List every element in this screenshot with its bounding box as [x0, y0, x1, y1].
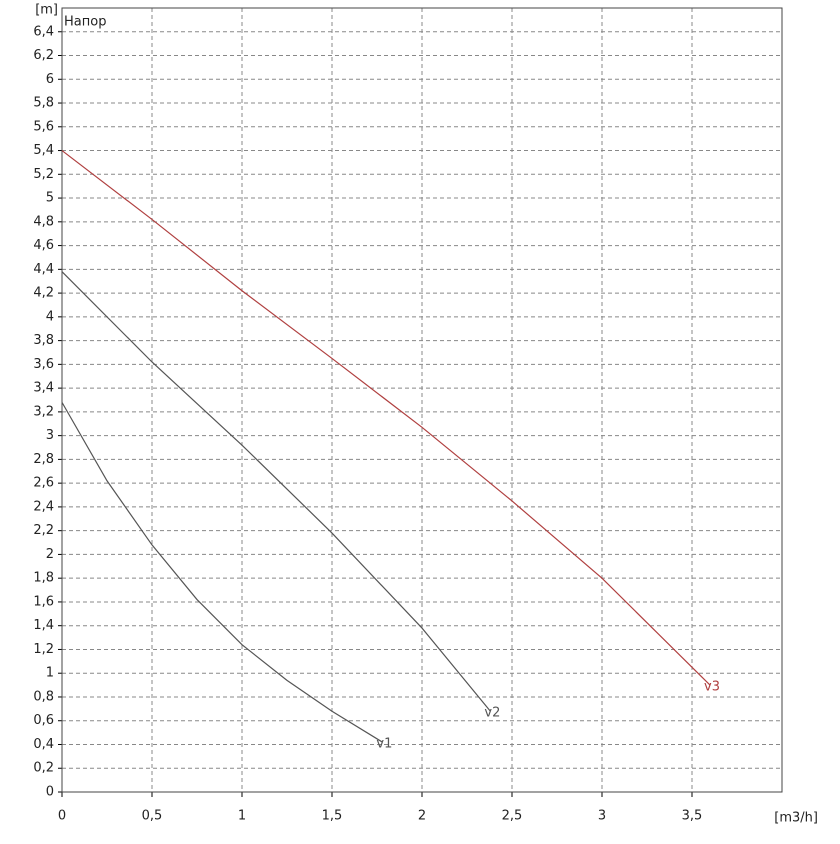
series-label: v1 [376, 737, 392, 752]
y-tick-label: 1,8 [33, 571, 54, 586]
x-tick-label: 2 [418, 809, 426, 824]
y-tick-label: 2,6 [33, 476, 54, 491]
y-tick-label: 3,6 [33, 357, 54, 372]
y-tick-label: 4,4 [33, 262, 54, 277]
y-tick-label: 6 [46, 72, 54, 87]
y-tick-label: 2 [46, 547, 54, 562]
x-tick-label: 2,5 [502, 809, 523, 824]
y-tick-label: 4,8 [33, 214, 54, 229]
y-tick-label: 2,2 [33, 523, 54, 538]
y-tick-label: 6,4 [33, 24, 54, 39]
x-tick-label: 3,5 [682, 809, 703, 824]
y-tick-label: 4 [46, 309, 54, 324]
y-tick-label: 4,6 [33, 238, 54, 253]
annotation: Напор [64, 15, 106, 30]
curve [61, 271, 491, 712]
y-tick-label: 1,2 [33, 642, 54, 657]
y-tick-label: 5,2 [33, 167, 54, 182]
y-tick-label: 0 [46, 785, 54, 800]
y-tick-label: 2,8 [33, 452, 54, 467]
y-axis-label: [m] [35, 3, 58, 18]
y-tick-label: 1,6 [33, 594, 54, 609]
y-tick-label: 5,8 [33, 96, 54, 111]
y-tick-label: 3 [46, 428, 54, 443]
series-label: v3 [704, 680, 720, 695]
plot-border [61, 7, 783, 793]
x-tick-label: 3 [598, 809, 606, 824]
y-tick-label: 3,2 [33, 404, 54, 419]
y-tick-label: 5,4 [33, 143, 54, 158]
y-tick-label: 6,2 [33, 48, 54, 63]
x-tick-label: 0 [58, 809, 66, 824]
x-tick-label: 0,5 [142, 809, 163, 824]
curve [61, 150, 711, 686]
y-tick-label: 0,8 [33, 689, 54, 704]
y-tick-label: 5,6 [33, 119, 54, 134]
y-tick-label: 4,2 [33, 286, 54, 301]
series-label: v2 [484, 706, 500, 721]
y-tick-label: 3,4 [33, 381, 54, 396]
y-tick-label: 3,8 [33, 333, 54, 348]
y-tick-label: 0,4 [33, 737, 54, 752]
y-tick-label: 0,2 [33, 761, 54, 776]
x-tick-label: 1,5 [322, 809, 343, 824]
x-axis-label: [m3/h] [774, 811, 818, 826]
y-tick-label: 1 [46, 666, 54, 681]
y-tick-label: 0,6 [33, 713, 54, 728]
y-tick-label: 5 [46, 191, 54, 206]
y-tick-label: 1,4 [33, 618, 54, 633]
y-tick-label: 2,4 [33, 499, 54, 514]
curve [61, 402, 383, 743]
x-tick-label: 1 [238, 809, 246, 824]
